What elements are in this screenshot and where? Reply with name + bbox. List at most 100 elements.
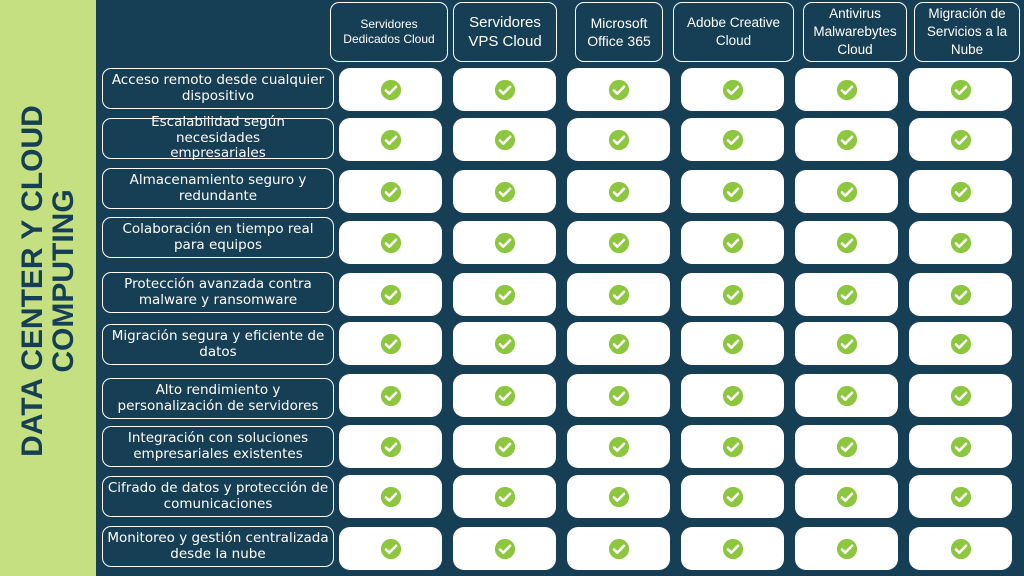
check-cell (795, 322, 898, 365)
column-header: Servidores VPS Cloud (453, 2, 557, 62)
column-header-label: Adobe Creative Cloud (686, 15, 781, 48)
check-circle-icon (722, 538, 743, 559)
feature-label-text: Escalabilidad según necesidades empresari… (151, 114, 285, 162)
check-cell (453, 68, 556, 111)
check-cell (453, 475, 556, 518)
feature-label: Escalabilidad según necesidades empresari… (102, 114, 334, 162)
check-cell (795, 273, 898, 316)
feature-label: Alto rendimiento y personalización de ser… (102, 378, 334, 419)
check-cell (339, 425, 442, 468)
column-header: Migración de Servicios a la Nube (914, 2, 1020, 62)
check-circle-icon (608, 385, 629, 406)
check-circle-icon (380, 129, 401, 150)
check-circle-icon (494, 284, 515, 305)
check-circle-icon (380, 79, 401, 100)
feature-label-text: Acceso remoto desde cualquier dispositivo (111, 72, 325, 104)
check-circle-icon (836, 79, 857, 100)
check-cell (681, 273, 784, 316)
check-cell (681, 475, 784, 518)
check-cell (909, 68, 1012, 111)
feature-label: Almacenamiento seguro y redundante (102, 168, 334, 209)
check-circle-icon (950, 436, 971, 457)
check-cell (681, 68, 784, 111)
check-cell (453, 527, 556, 570)
check-circle-icon (722, 232, 743, 253)
check-cell (567, 170, 670, 213)
check-cell (567, 374, 670, 417)
check-cell (681, 221, 784, 264)
check-cell (453, 374, 556, 417)
check-circle-icon (722, 486, 743, 507)
feature-label: Colaboración en tiempo real para equipos (102, 217, 334, 258)
column-header-label: Migración de Servicios a la Nube (926, 6, 1008, 57)
check-cell (339, 221, 442, 264)
check-cell (681, 322, 784, 365)
check-circle-icon (380, 436, 401, 457)
check-circle-icon (836, 333, 857, 354)
check-circle-icon (950, 129, 971, 150)
check-cell (339, 527, 442, 570)
check-cell (909, 374, 1012, 417)
column-header: Antivirus Malwarebytes Cloud (803, 2, 907, 62)
check-circle-icon (836, 129, 857, 150)
check-cell (339, 118, 442, 161)
check-circle-icon (950, 333, 971, 354)
column-header-label: Microsoft Office 365 (587, 15, 651, 49)
check-circle-icon (380, 181, 401, 202)
column-header-label: Antivirus Malwarebytes Cloud (813, 6, 897, 57)
check-cell (681, 170, 784, 213)
check-circle-icon (950, 538, 971, 559)
check-cell (339, 475, 442, 518)
check-circle-icon (836, 486, 857, 507)
check-circle-icon (722, 181, 743, 202)
check-circle-icon (608, 333, 629, 354)
check-circle-icon (950, 181, 971, 202)
check-circle-icon (380, 284, 401, 305)
check-cell (567, 221, 670, 264)
check-circle-icon (950, 232, 971, 253)
check-cell (795, 118, 898, 161)
check-circle-icon (608, 232, 629, 253)
check-circle-icon (494, 385, 515, 406)
check-circle-icon (836, 385, 857, 406)
check-circle-icon (950, 79, 971, 100)
check-cell (681, 374, 784, 417)
feature-label-text: Monitoreo y gestión centralizada desde la… (107, 530, 329, 562)
check-circle-icon (380, 486, 401, 507)
check-circle-icon (380, 385, 401, 406)
check-cell (567, 68, 670, 111)
check-circle-icon (608, 486, 629, 507)
feature-label: Protección avanzada contra malware y rans… (102, 272, 334, 313)
feature-label-text: Almacenamiento seguro y redundante (129, 172, 307, 204)
check-circle-icon (494, 232, 515, 253)
check-cell (909, 527, 1012, 570)
column-header: Microsoft Office 365 (575, 2, 663, 62)
feature-label-text: Migración segura y eficiente de datos (111, 328, 325, 360)
check-circle-icon (722, 129, 743, 150)
feature-label: Integración con soluciones empresariales … (102, 426, 334, 467)
check-cell (339, 322, 442, 365)
column-header-label: Servidores Dedicados Cloud (343, 17, 435, 46)
check-circle-icon (494, 486, 515, 507)
check-circle-icon (950, 385, 971, 406)
check-cell (453, 425, 556, 468)
check-cell (795, 170, 898, 213)
check-cell (339, 170, 442, 213)
check-cell (453, 221, 556, 264)
check-cell (909, 322, 1012, 365)
check-cell (795, 425, 898, 468)
check-cell (681, 425, 784, 468)
feature-label: Migración segura y eficiente de datos (102, 324, 334, 365)
check-circle-icon (494, 436, 515, 457)
check-circle-icon (722, 436, 743, 457)
check-circle-icon (836, 538, 857, 559)
check-circle-icon (494, 333, 515, 354)
check-cell (909, 273, 1012, 316)
check-cell (681, 527, 784, 570)
check-cell (909, 221, 1012, 264)
check-cell (567, 118, 670, 161)
check-cell (909, 425, 1012, 468)
feature-label-text: Integración con soluciones empresariales … (127, 430, 309, 462)
check-cell (567, 425, 670, 468)
check-circle-icon (494, 79, 515, 100)
